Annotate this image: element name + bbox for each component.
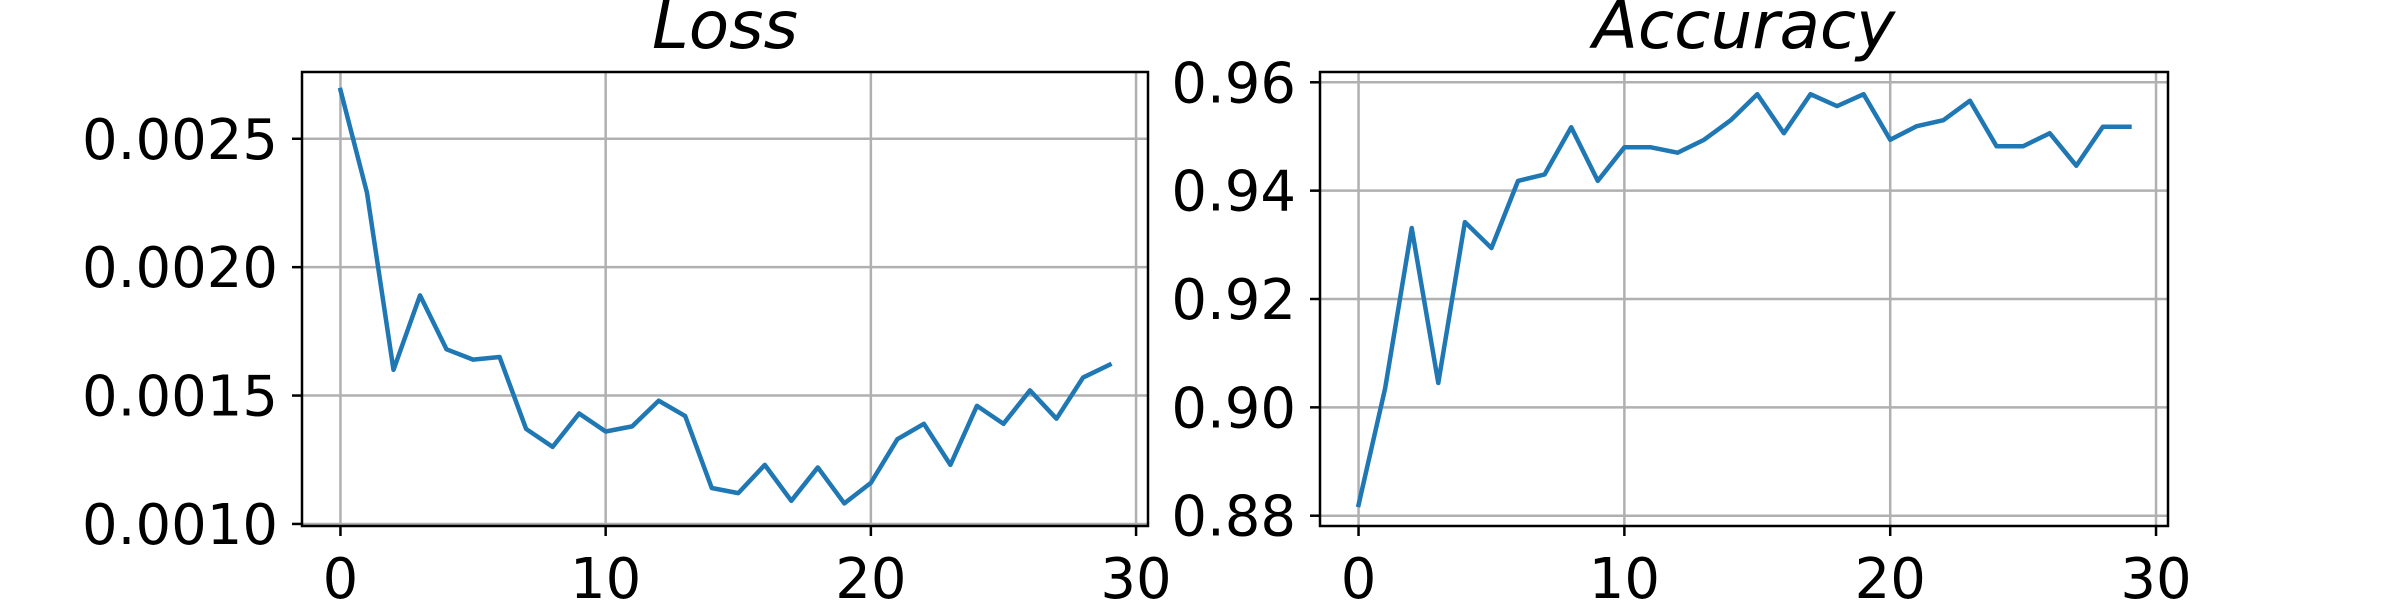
loss-y-tick-label: 0.0015 xyxy=(82,365,278,430)
accuracy-panel: 0 10 20 30 0.88 0.90 0.92 0.94 0.96 Accuracy xyxy=(1171,0,2191,600)
accuracy-x-tick-label: 30 xyxy=(2120,547,2191,600)
accuracy-y-tick-label: 0.96 xyxy=(1171,51,1296,116)
loss-y-tick-label: 0.0010 xyxy=(82,493,278,558)
accuracy-y-tick-label: 0.92 xyxy=(1171,268,1296,333)
accuracy-series-line xyxy=(1355,91,2132,508)
accuracy-y-tick-label: 0.90 xyxy=(1171,376,1296,441)
loss-x-tick-label: 0 xyxy=(323,547,359,600)
accuracy-chart-title: Accuracy xyxy=(1589,0,1896,64)
accuracy-y-tick-label: 0.88 xyxy=(1171,485,1296,550)
loss-x-tick-label: 20 xyxy=(835,547,906,600)
loss-x-tick-label: 30 xyxy=(1100,547,1171,600)
loss-y-tick-label: 0.0020 xyxy=(82,236,278,301)
accuracy-x-tick-label: 20 xyxy=(1855,547,1926,600)
loss-chart-title: Loss xyxy=(652,0,798,64)
loss-plot-frame xyxy=(300,70,1150,528)
loss-y-tick-label: 0.0025 xyxy=(82,108,278,173)
accuracy-x-tick-label: 0 xyxy=(1341,547,1377,600)
accuracy-y-tick-label: 0.94 xyxy=(1171,160,1296,225)
loss-panel: 0 10 20 30 0.0010 0.0015 0.0020 0.0025 Loss xyxy=(82,0,1172,600)
accuracy-x-tick-label: 10 xyxy=(1589,547,1660,600)
loss-series-line xyxy=(337,87,1113,506)
loss-x-tick-label: 10 xyxy=(570,547,641,600)
